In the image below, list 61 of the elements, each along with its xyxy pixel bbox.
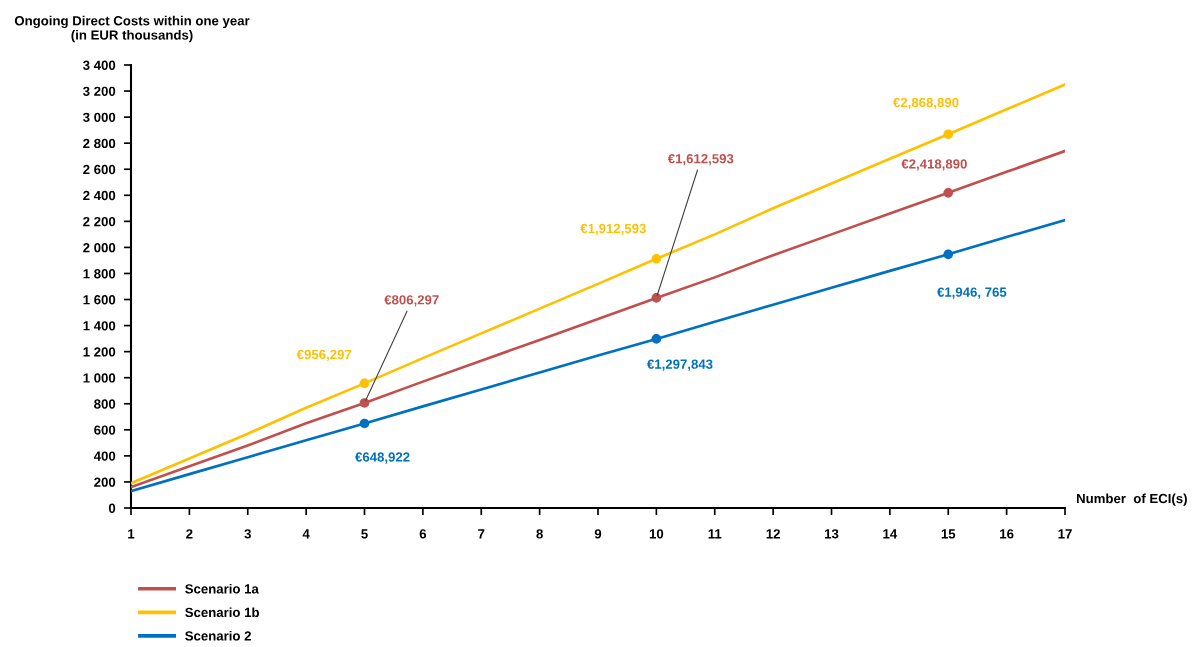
x-tick-label: 17 <box>1058 529 1072 539</box>
x-tick-label: 2 <box>186 529 193 539</box>
point <box>943 129 954 140</box>
y-tick-label: 200 <box>94 477 116 487</box>
point <box>943 188 954 198</box>
y-tick-label: 2 600 <box>83 164 116 175</box>
annotation: €806,297 <box>384 295 439 307</box>
annotation: €2,868,890 <box>893 97 959 110</box>
y-tick-label: 800 <box>94 399 116 409</box>
line-series <box>131 149 1065 489</box>
y-tick-label: 1 600 <box>83 295 116 305</box>
annotation: €648,922 <box>355 452 410 464</box>
annotation: €1,612,593 <box>667 153 734 166</box>
y-tick-label: 2 200 <box>83 216 116 227</box>
y-tick-label: 3 200 <box>83 86 116 96</box>
x-tick-label: 5 <box>361 529 368 539</box>
point <box>651 253 662 264</box>
y-axis-title: Ongoing Direct Costs within one year (in EUR thousands) <box>14 15 250 43</box>
y-tick-label: 1 000 <box>83 373 116 383</box>
annotation: €1,946, 765 <box>937 287 1007 299</box>
annotation: €1,297,843 <box>647 359 713 371</box>
legend-label: Scenario 2 <box>185 630 251 641</box>
annotation: €1,912,593 <box>580 223 646 236</box>
y-tick-label: 0 <box>108 503 116 513</box>
annotation: €2,418,890 <box>901 159 967 171</box>
x-axis-title: Number of ECI(s) <box>1076 493 1187 506</box>
point <box>943 249 954 260</box>
y-tick-label: 400 <box>93 451 116 461</box>
y-tick-label: 1 800 <box>83 269 116 279</box>
x-tick-label: 6 <box>419 529 427 539</box>
line-series <box>131 218 1065 493</box>
point <box>651 293 662 303</box>
y-tick-label: 600 <box>94 425 116 435</box>
y-tick-label: 3 400 <box>83 60 116 70</box>
annotation: €956,297 <box>296 349 352 362</box>
x-tick-label: 7 <box>478 529 485 539</box>
x-tick-label: 8 <box>536 529 543 539</box>
y-tick-label: 2 400 <box>83 190 116 201</box>
point <box>651 334 662 344</box>
x-tick-label: 10 <box>649 529 664 539</box>
x-tick-label: 15 <box>941 529 956 539</box>
point <box>359 398 370 408</box>
x-tick-label: 3 <box>244 529 251 539</box>
y-tick-label: 1 200 <box>83 347 116 357</box>
x-tick-label: 9 <box>594 529 602 539</box>
x-tick-label: 12 <box>766 529 780 539</box>
legend-label: Scenario 1a <box>185 583 259 594</box>
y-tick-label: 3 000 <box>83 112 116 123</box>
x-tick-label: 4 <box>302 529 310 539</box>
x-tick-label: 1 <box>128 529 135 539</box>
line-series <box>131 83 1065 485</box>
x-tick-label: 14 <box>883 529 898 539</box>
y-tick-label: 2 000 <box>83 242 116 253</box>
point <box>359 378 370 389</box>
y-tick-label: 2 800 <box>83 138 116 149</box>
point <box>359 418 370 429</box>
y-tick-label: 1 400 <box>83 321 116 331</box>
x-tick-label: 16 <box>1000 529 1014 539</box>
x-tick-label: 11 <box>708 529 722 539</box>
legend-label: Scenario 1b <box>185 607 259 618</box>
x-tick-label: 13 <box>824 529 839 539</box>
